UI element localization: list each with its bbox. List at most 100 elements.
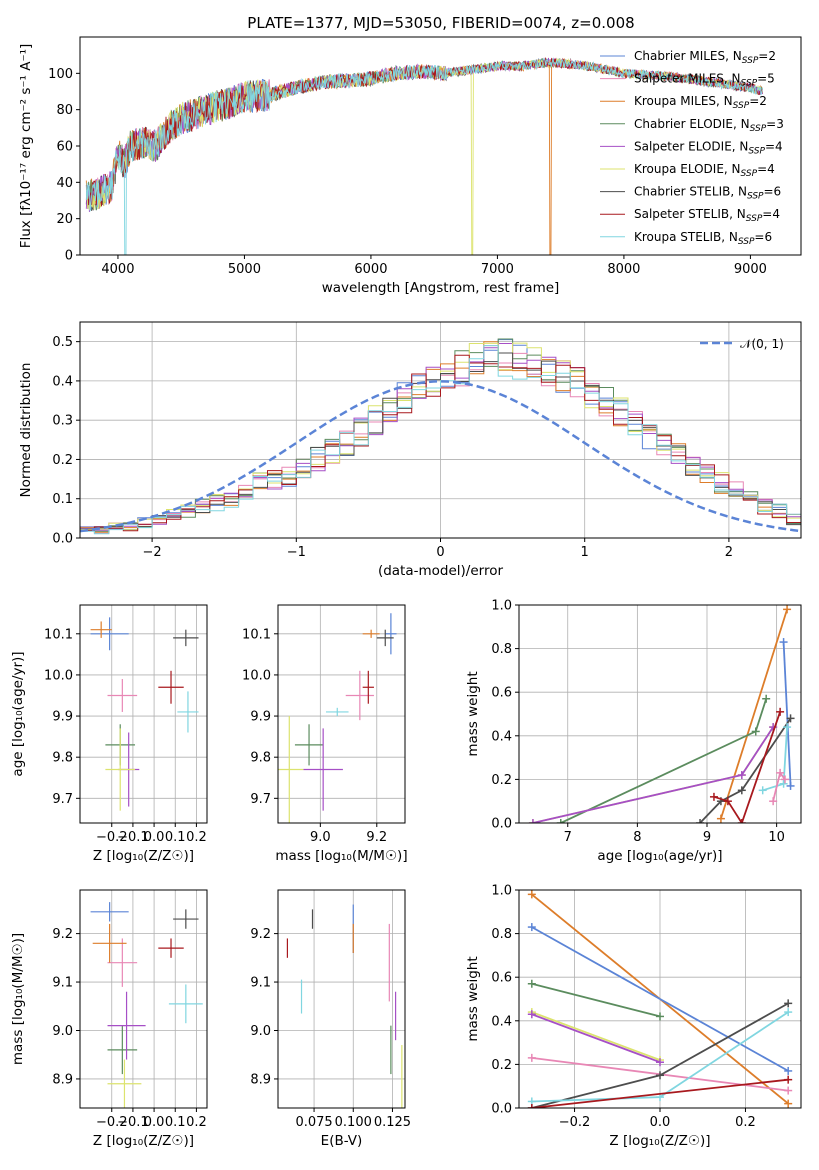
x-tick-label: 8000 <box>607 262 640 277</box>
errorbar-point <box>278 716 304 823</box>
errorbar-point <box>107 679 138 712</box>
normal-curve <box>80 380 801 533</box>
x-tick-label: 2 <box>725 545 733 560</box>
legend-subscript: SSP <box>748 146 765 156</box>
errorbar-point <box>325 707 349 717</box>
x-tick-label: −1 <box>287 545 306 560</box>
weight-marker <box>784 1086 793 1095</box>
errorbar-point <box>92 923 127 963</box>
y-tick-label: 0.4 <box>491 729 512 744</box>
legend-label: Chabrier ELODIE, NSSP=3 <box>634 117 784 134</box>
y-tick-label: 0.2 <box>491 773 512 788</box>
weight-marker <box>716 814 725 823</box>
weight-marker <box>786 781 795 790</box>
y-tick-label: 0.0 <box>52 532 73 547</box>
plot-area <box>527 890 793 1108</box>
legend-nssp: =3 <box>766 117 784 131</box>
spectrum-line-kroupa-stelib <box>85 58 763 255</box>
weight-marker <box>527 1010 536 1019</box>
x-tick-label: 5000 <box>228 262 261 277</box>
figure-title: PLATE=1377, MJD=53050, FIBERID=0074, z=0… <box>247 14 634 32</box>
y-tick-label: 10.0 <box>44 668 73 683</box>
panel-spectrum: 4000 5000 6000 7000 8000 9000 0 20 40 60 80 100 wave… <box>18 36 802 296</box>
x-tick-label: 9.2 <box>366 830 387 845</box>
panel-weight-vs-Z: −0.2 0.0 0.2 0.0 0.2 0.4 0.6 0.8 1.0 Z [log₁₀(Z/Z… <box>465 884 802 1149</box>
y-tick-label: 0.2 <box>52 453 73 468</box>
x-tick-label: −0.1 <box>117 1115 149 1130</box>
legend-label: Salpeter STELIB, NSSP=4 <box>634 207 780 224</box>
weight-marker <box>784 1008 793 1017</box>
y-tick-label: 9.1 <box>52 976 73 991</box>
x-tick-label: 0.1 <box>165 830 186 845</box>
y-tick-label: 10.1 <box>44 627 73 642</box>
x-tick-label: 0.0 <box>144 830 165 845</box>
weight-marker <box>786 714 795 723</box>
plot-area <box>80 338 801 538</box>
y-tick-label: 1.0 <box>491 599 512 614</box>
legend-nssp: =2 <box>749 94 767 108</box>
legend-nssp: =5 <box>757 72 775 86</box>
y-tick-label: 8.9 <box>250 1072 271 1087</box>
weight-marker <box>780 775 789 784</box>
errorbar-point <box>107 1059 142 1108</box>
y-tick-label: 0 <box>65 249 73 264</box>
weight-line-salpeter-stelib <box>531 1078 789 1108</box>
axes-frame <box>277 604 406 824</box>
weight-line-salpeter-stelib <box>713 711 781 823</box>
x-tick-label: −0.1 <box>117 830 149 845</box>
weight-marker <box>709 792 718 801</box>
x-tick-label: −0.2 <box>96 1115 128 1130</box>
x-tick-label: 4000 <box>101 262 134 277</box>
legend-subscript: SSP <box>747 192 764 202</box>
y-tick-label: 9.8 <box>250 751 271 766</box>
legend-subscript: SSP <box>741 169 758 179</box>
x-tick-label: −2 <box>143 545 162 560</box>
legend-label: Kroupa ELODIE, NSSP=4 <box>634 162 775 179</box>
y-tick-label: 9.0 <box>250 1024 271 1039</box>
y-tick-label: 0.6 <box>491 686 512 701</box>
weight-marker <box>656 1012 664 1021</box>
x-axis-label: Z [log₁₀(Z/Z☉)] <box>93 848 194 864</box>
y-tick-label: 20 <box>56 212 73 227</box>
errorbar-point <box>158 938 184 958</box>
histogram-chabrier-stelib <box>80 352 801 538</box>
legend-nssp: =4 <box>762 207 780 221</box>
weight-marker <box>784 999 793 1008</box>
errorbar-point <box>177 691 199 733</box>
errorbar-point <box>168 984 203 1024</box>
x-tick-label: −0.2 <box>96 830 128 845</box>
weight-marker <box>737 819 746 823</box>
x-axis-label: mass [log₁₀(M/M☉)] <box>275 848 407 864</box>
y-tick-label: 9.2 <box>250 927 271 942</box>
y-tick-label: 8.9 <box>52 1072 73 1087</box>
errorbar-point <box>158 670 184 704</box>
plot-area <box>90 617 199 811</box>
axes-frame <box>79 889 208 1109</box>
weight-marker <box>783 605 792 614</box>
axes-frame <box>79 604 208 824</box>
x-tick-label: 7000 <box>481 262 514 277</box>
y-tick-label: 60 <box>56 140 73 155</box>
y-tick-label: 9.1 <box>250 976 271 991</box>
x-tick-label: 0 <box>436 545 444 560</box>
y-tick-label: 0.4 <box>52 374 73 389</box>
weight-marker <box>784 1066 793 1075</box>
y-tick-label: 100 <box>48 67 73 82</box>
errorbar-point <box>107 1025 138 1075</box>
legend-label: Chabrier STELIB, NSSP=6 <box>634 185 781 202</box>
y-axis-label: mass weight <box>465 671 481 756</box>
weight-marker <box>779 638 788 647</box>
weight-marker <box>696 819 705 823</box>
y-tick-label: 9.7 <box>250 792 271 807</box>
x-tick-label: 0.0 <box>650 1115 671 1130</box>
weight-marker <box>527 1053 536 1062</box>
x-tick-label: 10 <box>768 830 785 845</box>
errorbar-point <box>173 629 199 647</box>
y-tick-label: 0.3 <box>52 414 73 429</box>
errorbar-point <box>107 991 146 1060</box>
weight-marker <box>751 727 760 736</box>
weight-marker <box>656 1058 664 1067</box>
weight-marker <box>527 923 536 932</box>
